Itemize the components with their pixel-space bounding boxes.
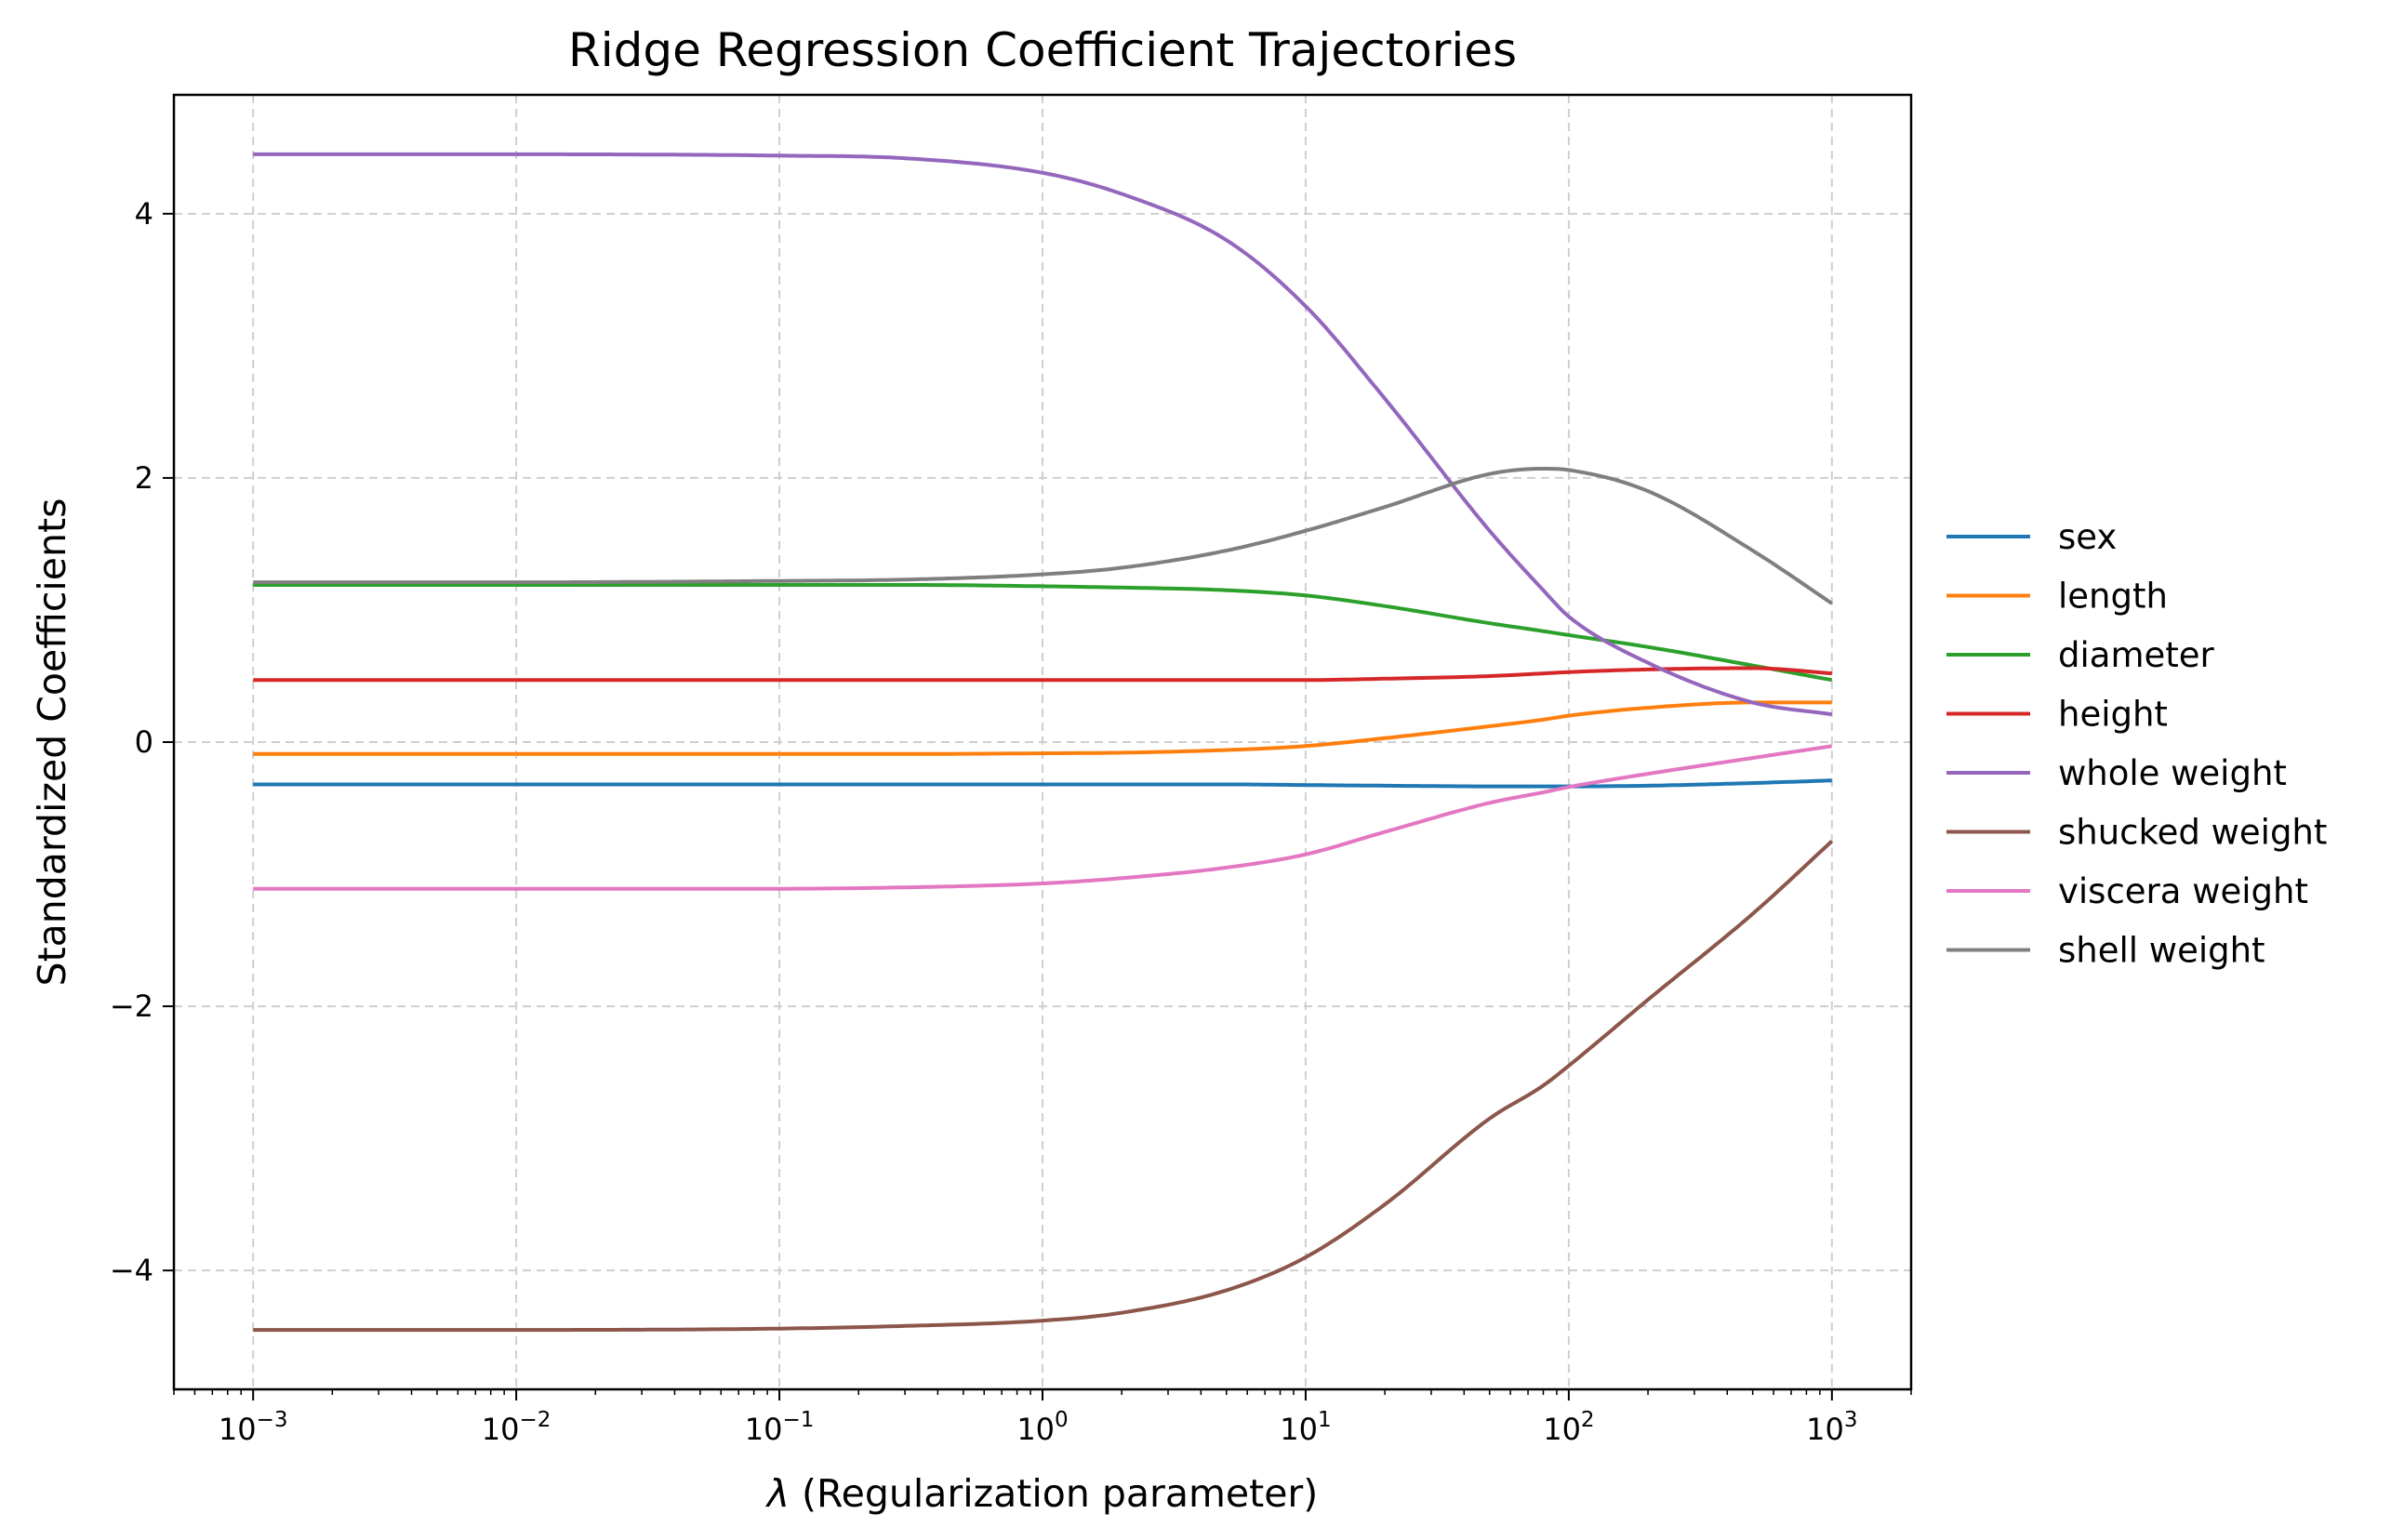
legend: sex length diameter height whole weight shuck…	[1946, 517, 2327, 971]
series-line-shell-weight	[253, 467, 1833, 605]
x-tick-label: 103	[1806, 1408, 1857, 1447]
legend-label: sex	[2058, 517, 2117, 557]
y-tick-label: −4	[110, 1253, 153, 1288]
legend-label: shell weight	[2058, 931, 2265, 971]
series-line-viscera-weight	[253, 744, 1833, 891]
y-tick-label: −2	[110, 989, 153, 1024]
series-line-height	[253, 666, 1832, 683]
grid	[174, 95, 1911, 1389]
x-tick-label: 10−2	[482, 1408, 551, 1447]
x-tick-label: 102	[1543, 1408, 1594, 1447]
axis-ticks: 10−3 10−2 10−1 100 101 102 103 4 2 0 −2 −4	[110, 196, 1912, 1447]
legend-label: height	[2058, 695, 2168, 735]
x-tick-label: 10−1	[745, 1408, 815, 1447]
legend-label: whole weight	[2058, 753, 2287, 793]
y-axis-label: Standardized Coefficients	[30, 498, 74, 987]
series-line-whole-weight	[253, 152, 1833, 717]
plot-area	[253, 152, 1834, 1333]
series-line-shucked-weight	[253, 840, 1834, 1333]
x-tick-label: 100	[1016, 1408, 1068, 1447]
x-axis-label-text: (Regularization parameter)	[790, 1471, 1318, 1516]
x-tick-label: 101	[1280, 1408, 1331, 1447]
y-tick-label: 2	[135, 460, 153, 496]
y-tick-label: 4	[135, 196, 153, 232]
legend-item: diameter	[1946, 635, 2215, 675]
legend-label: length	[2058, 577, 2168, 617]
legend-item: viscera weight	[1946, 871, 2308, 911]
x-tick-label: 10−3	[219, 1408, 288, 1447]
y-tick-label: 0	[135, 724, 153, 760]
legend-item: length	[1946, 577, 2168, 617]
x-axis-label: λ (Regularization parameter)	[765, 1471, 1319, 1516]
legend-item: shucked weight	[1946, 813, 2327, 853]
x-axis-label-symbol: λ	[765, 1471, 790, 1516]
legend-item: height	[1946, 695, 2168, 735]
legend-item: whole weight	[1946, 753, 2287, 793]
series-line-diameter	[253, 583, 1833, 683]
series-line-length	[253, 700, 1832, 756]
legend-label: shucked weight	[2058, 813, 2327, 853]
legend-item: sex	[1946, 517, 2117, 557]
legend-item: shell weight	[1946, 931, 2265, 971]
chart-title: Ridge Regression Coefficient Trajectorie…	[568, 23, 1517, 77]
legend-label: viscera weight	[2058, 871, 2308, 911]
legend-label: diameter	[2058, 635, 2215, 675]
